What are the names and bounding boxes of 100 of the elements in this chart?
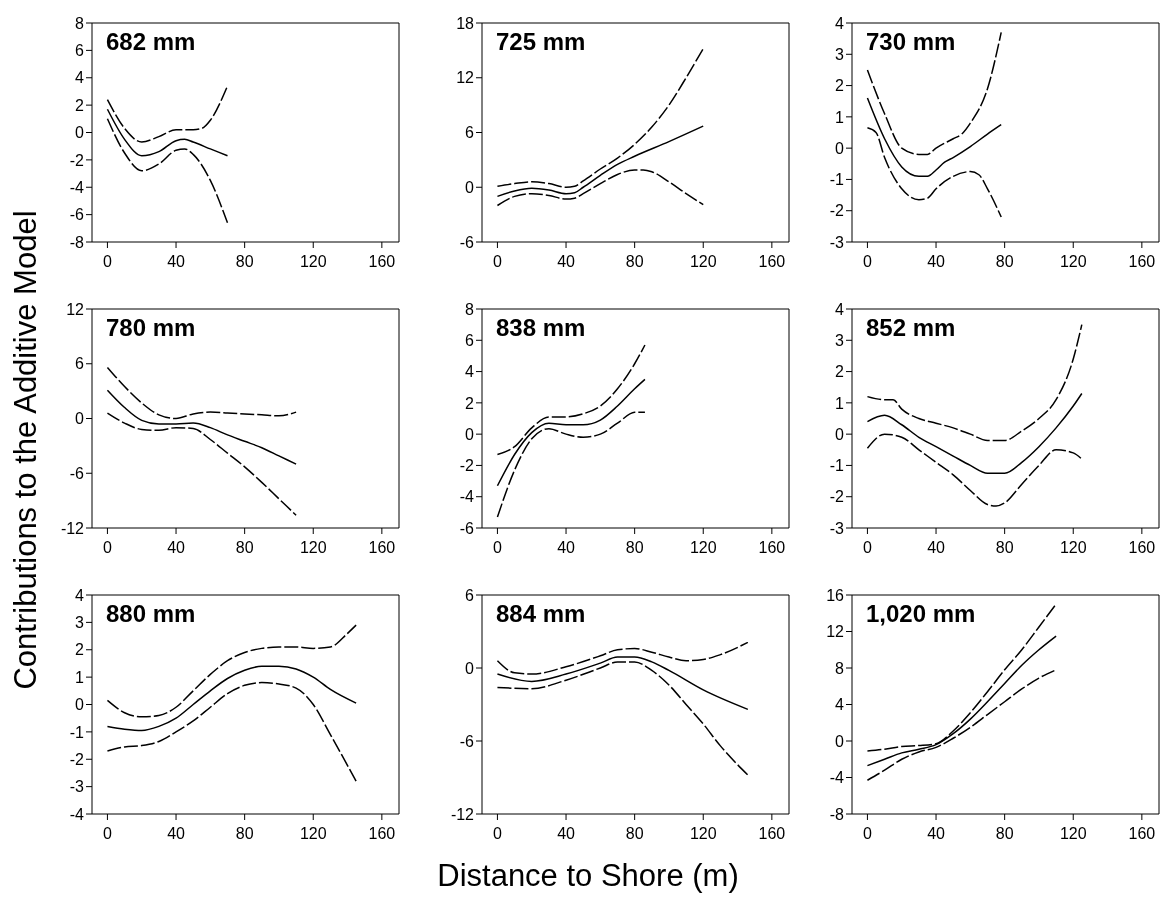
line-series — [106, 624, 357, 718]
x-tick-label: 160 — [368, 253, 396, 271]
y-tick-label: 0 — [835, 732, 845, 750]
chart-title: 838 mm — [496, 314, 586, 342]
y-tick-label: -6 — [69, 206, 85, 224]
y-tick-label: 1 — [835, 394, 845, 412]
line-series — [866, 31, 1002, 156]
y-tick-label: 4 — [835, 14, 845, 32]
y-tick-label: -6 — [69, 464, 85, 482]
y-tick-label: 2 — [465, 394, 475, 412]
y-tick-label: -3 — [829, 233, 845, 251]
x-tick-label: 40 — [557, 539, 576, 557]
y-tick-label: -4 — [459, 488, 475, 506]
x-tick-label: 120 — [689, 539, 717, 557]
x-tick-label: 160 — [1128, 539, 1156, 557]
x-tick-label: 0 — [492, 825, 502, 843]
y-tick-label: 0 — [75, 696, 85, 714]
line-series — [496, 125, 704, 198]
line-series — [106, 85, 229, 143]
x-tick-label: 0 — [862, 253, 872, 271]
x-tick-label: 80 — [995, 825, 1014, 843]
y-tick-label: 4 — [835, 696, 845, 714]
y-tick-label: 2 — [835, 363, 845, 381]
y-tick-label: 0 — [465, 659, 475, 677]
y-tick-label: 0 — [835, 425, 845, 443]
x-tick-label: 160 — [1128, 825, 1156, 843]
y-tick-label: -1 — [829, 457, 845, 475]
y-tick-label: 6 — [465, 586, 475, 604]
line-series — [106, 389, 297, 465]
x-tick-label: 80 — [235, 539, 254, 557]
chart-title: 725 mm — [496, 28, 586, 56]
y-tick-label: -4 — [69, 805, 85, 823]
x-tick-label: 40 — [167, 825, 186, 843]
y-tick-label: -4 — [69, 178, 85, 196]
x-tick-label: 0 — [862, 539, 872, 557]
line-series — [496, 344, 646, 456]
y-tick-label: -2 — [459, 457, 475, 475]
x-tick-label: 40 — [167, 539, 186, 557]
y-tick-label: 6 — [75, 355, 85, 373]
x-axis-title: Distance to Shore (m) — [437, 858, 739, 894]
line-series — [106, 366, 297, 420]
y-tick-label: 0 — [465, 178, 475, 196]
x-tick-label: 40 — [557, 253, 576, 271]
x-tick-label: 120 — [689, 253, 717, 271]
x-tick-label: 120 — [1059, 253, 1087, 271]
y-tick-label: -12 — [60, 519, 85, 537]
y-tick-label: -8 — [829, 805, 845, 823]
y-tick-label: 1 — [75, 668, 85, 686]
x-tick-label: 80 — [625, 253, 644, 271]
x-tick-label: 40 — [927, 539, 946, 557]
line-series — [106, 412, 297, 516]
y-tick-label: 3 — [75, 614, 85, 632]
y-tick-label: -1 — [69, 723, 85, 741]
chart-title: 852 mm — [866, 314, 956, 342]
y-tick-label: 18 — [456, 14, 475, 32]
y-tick-label: 0 — [835, 139, 845, 157]
y-tick-label: -4 — [829, 769, 845, 787]
x-tick-label: 120 — [299, 539, 327, 557]
x-tick-label: 80 — [235, 253, 254, 271]
line-series — [496, 661, 749, 776]
y-tick-label: 3 — [835, 331, 845, 349]
y-tick-label: 12 — [66, 300, 85, 318]
x-tick-label: 80 — [995, 253, 1014, 271]
line-series — [496, 169, 704, 207]
y-tick-label: 4 — [75, 69, 85, 87]
line-series — [106, 665, 357, 732]
x-tick-label: 160 — [758, 539, 786, 557]
y-tick-label: 0 — [465, 425, 475, 443]
y-tick-label: 16 — [826, 586, 845, 604]
chart-title: 780 mm — [106, 314, 196, 342]
y-tick-label: 2 — [835, 77, 845, 95]
y-tick-label: -2 — [829, 488, 845, 506]
x-tick-label: 120 — [1059, 825, 1087, 843]
chart-title: 884 mm — [496, 600, 586, 628]
y-tick-label: 2 — [75, 641, 85, 659]
y-tick-label: 0 — [75, 124, 85, 142]
y-tick-label: 4 — [835, 300, 845, 318]
y-tick-label: 12 — [456, 69, 475, 87]
y-tick-label: 4 — [465, 363, 475, 381]
x-tick-label: 120 — [299, 825, 327, 843]
x-tick-label: 80 — [995, 539, 1014, 557]
chart-title: 682 mm — [106, 28, 196, 56]
y-tick-label: -2 — [69, 750, 85, 768]
line-series — [106, 118, 229, 224]
x-tick-label: 120 — [689, 825, 717, 843]
line-series — [866, 392, 1083, 474]
y-axis-title: Contributions to the Additive Model — [8, 210, 44, 690]
y-tick-label: -8 — [69, 233, 85, 251]
y-tick-label: 6 — [465, 124, 475, 142]
line-series — [496, 411, 646, 518]
y-tick-label: 12 — [826, 623, 845, 641]
x-tick-label: 160 — [758, 825, 786, 843]
line-series — [866, 127, 1002, 218]
chart-title: 1,020 mm — [866, 600, 976, 628]
y-tick-label: 0 — [75, 410, 85, 428]
y-tick-label: -1 — [829, 171, 845, 189]
y-tick-label: 8 — [75, 14, 85, 32]
x-tick-label: 80 — [625, 825, 644, 843]
x-tick-label: 40 — [927, 253, 946, 271]
y-tick-label: -2 — [829, 202, 845, 220]
